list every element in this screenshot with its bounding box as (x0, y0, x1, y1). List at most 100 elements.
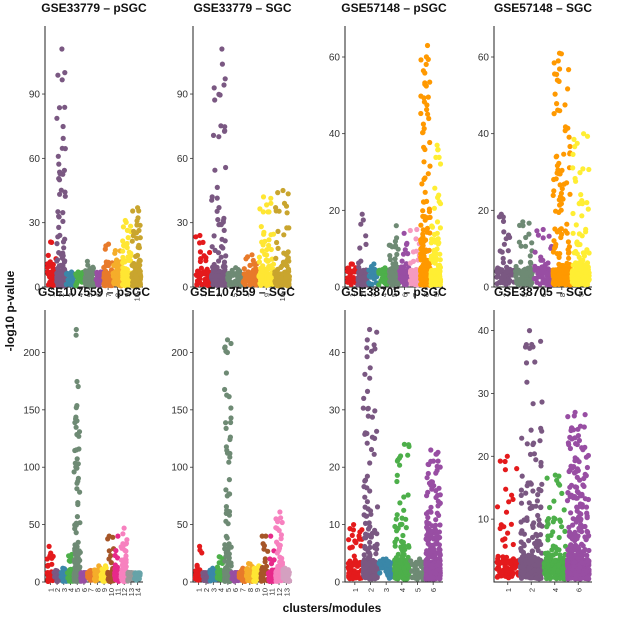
x-tick-label: 1 (199, 293, 208, 297)
data-point-max (424, 42, 431, 49)
data-point (419, 181, 425, 187)
data-point (129, 238, 135, 244)
data-point (518, 275, 524, 282)
data-point (437, 251, 443, 257)
data-point (254, 567, 260, 574)
data-point (437, 225, 443, 231)
data-point (557, 267, 563, 273)
data-point (431, 205, 437, 211)
data-point (73, 414, 79, 420)
data-point (351, 275, 357, 281)
data-point (346, 268, 352, 274)
panel-title: GSE107559 – pSGC (38, 285, 150, 299)
data-point (224, 493, 230, 499)
data-point (220, 245, 226, 251)
data-point (387, 279, 393, 285)
data-point (242, 271, 248, 277)
data-point (113, 276, 120, 282)
data-point (541, 278, 548, 284)
data-point (550, 192, 556, 198)
x-tick-label: 5 (231, 293, 240, 297)
data-point (360, 405, 366, 411)
data-point (203, 258, 209, 264)
data-point (126, 249, 132, 255)
data-point (55, 72, 61, 78)
y-tick-label: 20 (329, 463, 341, 474)
data-point (276, 278, 282, 284)
data-point (551, 238, 557, 244)
data-point (285, 266, 292, 272)
data-point (575, 271, 581, 277)
data-point (251, 280, 257, 286)
data-point (433, 276, 439, 282)
y-tick-label: 150 (171, 405, 188, 416)
data-point (413, 269, 419, 275)
data-point (275, 245, 281, 251)
data-point (434, 219, 441, 225)
data-point (422, 257, 428, 263)
data-point (584, 247, 590, 253)
x-tick-label: 10 (278, 293, 287, 301)
data-point-max (105, 241, 112, 247)
data-point (420, 231, 426, 237)
data-point (75, 501, 81, 508)
data-point (275, 228, 281, 234)
data-point (58, 187, 64, 193)
data-point (371, 451, 377, 457)
data-point (262, 251, 268, 257)
data-point (389, 270, 395, 276)
data-point (583, 269, 589, 275)
data-point (107, 279, 113, 285)
data-point (427, 139, 433, 146)
x-tick-label: 13 (282, 588, 291, 596)
y-tick-label: 60 (329, 53, 341, 64)
data-point (136, 242, 142, 248)
data-point (555, 107, 561, 113)
data-point-max (115, 533, 121, 539)
data-point (545, 260, 551, 266)
data-point (96, 282, 102, 288)
data-point (572, 175, 578, 182)
data-point (201, 253, 207, 259)
data-point (268, 263, 274, 269)
data-point (422, 70, 428, 76)
data-point (60, 218, 66, 224)
data-point (422, 175, 428, 181)
data-point (69, 276, 75, 282)
data-point (224, 553, 230, 559)
data-point (566, 67, 572, 73)
data-point (63, 281, 69, 287)
data-point (283, 203, 290, 209)
data-point (404, 240, 410, 246)
data-point (268, 195, 274, 201)
x-tick-label: 9 (123, 293, 132, 297)
data-point (74, 514, 80, 520)
x-tick-label: 9 (262, 293, 271, 297)
data-point (54, 257, 61, 263)
data-point (518, 259, 524, 265)
y-tick-label: 0 (334, 578, 340, 589)
data-point (211, 261, 217, 268)
data-point (349, 532, 355, 539)
data-point (347, 576, 353, 582)
data-point (74, 456, 80, 462)
data-point (435, 147, 441, 153)
data-point (499, 267, 505, 273)
data-point (532, 249, 538, 255)
data-point (137, 271, 143, 277)
data-point (266, 274, 272, 280)
data-point (222, 128, 228, 134)
data-point (54, 115, 60, 121)
data-point (90, 264, 96, 270)
data-point (558, 234, 564, 241)
data-point (57, 169, 63, 175)
data-point (557, 202, 563, 208)
data-point (359, 527, 365, 533)
y-tick-label: 90 (177, 90, 189, 101)
data-point-max (53, 567, 59, 574)
data-point (358, 268, 364, 274)
data-point-max (106, 533, 112, 539)
data-point (265, 209, 271, 215)
y-tick-label: 50 (29, 520, 41, 531)
data-point (579, 213, 585, 219)
